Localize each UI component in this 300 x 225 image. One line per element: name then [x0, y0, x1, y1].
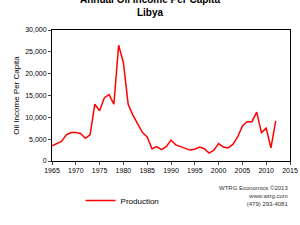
svg-text:2000: 2000 — [211, 167, 227, 174]
svg-text:Annual Oil Income Per CapitaLi: Annual Oil Income Per CapitaLibya — [80, 0, 220, 18]
svg-text:0: 0 — [43, 157, 47, 164]
svg-text:WTRG Economics ©2013www.wtrg.c: WTRG Economics ©2013www.wtrg.com(479) 29… — [219, 185, 288, 207]
svg-text:Production: Production — [121, 197, 159, 206]
svg-text:2015: 2015 — [282, 167, 298, 174]
svg-text:1975: 1975 — [92, 167, 108, 174]
svg-text:1995: 1995 — [187, 167, 203, 174]
svg-text:1985: 1985 — [139, 167, 155, 174]
svg-text:Oil Income Per Capita: Oil Income Per Capita — [12, 56, 21, 135]
svg-text:2005: 2005 — [235, 167, 251, 174]
svg-text:30,000: 30,000 — [25, 26, 47, 33]
svg-text:20,000: 20,000 — [25, 70, 47, 77]
svg-text:5,000: 5,000 — [29, 136, 47, 143]
svg-text:15,000: 15,000 — [25, 92, 47, 99]
svg-text:1980: 1980 — [116, 167, 132, 174]
svg-text:1990: 1990 — [163, 167, 179, 174]
svg-text:10,000: 10,000 — [25, 114, 47, 121]
svg-text:1970: 1970 — [68, 167, 84, 174]
svg-text:25,000: 25,000 — [25, 48, 47, 55]
svg-text:2010: 2010 — [258, 167, 274, 174]
svg-text:1965: 1965 — [44, 167, 60, 174]
